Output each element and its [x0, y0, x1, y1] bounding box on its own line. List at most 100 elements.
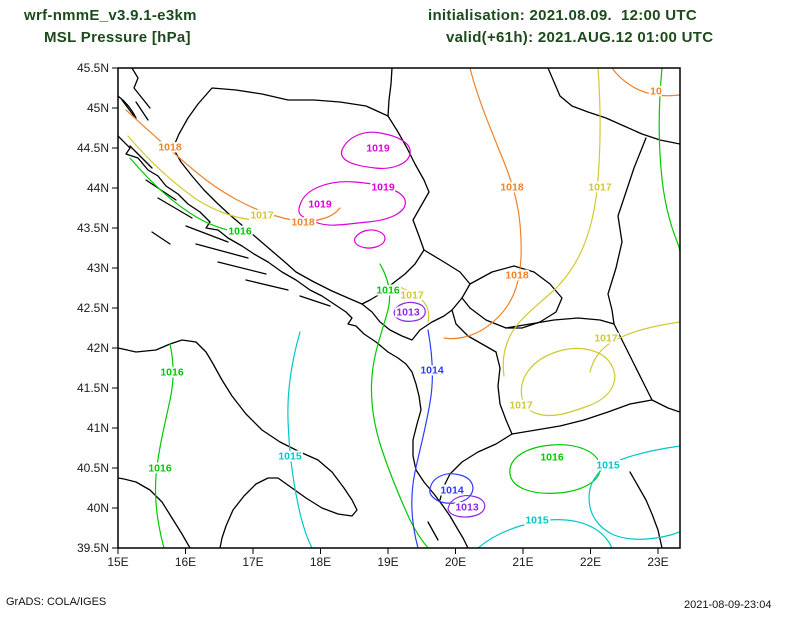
island-hvar [195, 243, 249, 259]
x-tick-label: 19E [377, 555, 398, 569]
contour-label-1017: 1017 [509, 400, 533, 412]
x-tick-label: 18E [310, 555, 331, 569]
border-kosovo-east [461, 265, 563, 329]
x-axis-longitude: 15E 16E 17E 18E 19E 20E 21E 22E 23E [107, 548, 669, 569]
coastline-kvarner [118, 95, 137, 119]
border-bosnia-north-west [172, 87, 389, 305]
contour-label-1015: 1015 [596, 460, 620, 472]
border-bosnia-east [361, 115, 430, 305]
isobar-1016 [129, 157, 247, 233]
y-tick-label: 42N [87, 341, 109, 355]
x-tick-label: 23E [647, 555, 668, 569]
contour-label-1014: 1014 [420, 365, 444, 377]
island-vis [151, 231, 171, 245]
y-tick-label: 41N [87, 421, 109, 435]
contour-label-1015: 1015 [278, 451, 302, 463]
coastline-italy-adriatic [118, 339, 358, 548]
y-tick-label: 41.5N [77, 381, 109, 395]
field-title: MSL Pressure [hPa] [44, 29, 191, 46]
isobar-1015 [588, 445, 680, 540]
contour-label-1016: 1016 [228, 226, 252, 238]
island-kornati [157, 197, 193, 219]
contour-label-1014: 1014 [440, 485, 464, 497]
border-montenegro-albania [361, 303, 453, 341]
y-tick-label: 39.5N [77, 541, 109, 555]
contour-label-1016: 1016 [540, 452, 564, 464]
contour-labels: 1013 1013 1014 1014 1015 1015 1015 1016 1016 1016… [146, 84, 664, 529]
contour-label-1016: 1016 [160, 367, 184, 379]
y-tick-label: 42.5N [77, 301, 109, 315]
valid-time-label: valid(+61h): 2021.AUG.12 01:00 UTC [446, 29, 714, 46]
coastline-italy-tyrrhenian [118, 477, 191, 548]
x-tick-label: 17E [242, 555, 263, 569]
coastline-dalmatia-albania [118, 135, 469, 548]
isobar-1014 [429, 473, 474, 504]
isobar-contours [125, 68, 680, 548]
isobar-1017 [127, 135, 275, 221]
y-tick-label: 44.5N [77, 141, 109, 155]
contour-label-1013: 1013 [455, 502, 479, 514]
island-krk [135, 101, 149, 121]
coastline-istria-bit [131, 68, 151, 109]
y-tick-label: 43N [87, 261, 109, 275]
isobar-1017 [589, 321, 680, 373]
isobar-1017 [520, 347, 616, 417]
y-tick-label: 40.5N [77, 461, 109, 475]
isobar-1013 [393, 301, 426, 322]
isobar-1019 [354, 229, 386, 249]
contour-label-1013: 1013 [396, 307, 420, 319]
x-tick-label: 16E [175, 555, 196, 569]
contour-label-1018: 1018 [291, 217, 315, 229]
island-brac [185, 225, 229, 243]
isobar-1017 [502, 68, 601, 377]
isobar-1015 [287, 331, 313, 548]
border-serbia-montenegro-kosovo [423, 249, 497, 353]
isobar-1018 [611, 68, 680, 97]
border-macedonia-north [505, 317, 615, 329]
creation-timestamp: 2021-08-09-23:04 [684, 599, 772, 611]
island-pag [129, 145, 153, 169]
y-tick-label: 43.5N [77, 221, 109, 235]
contour-label-partial: 10 [650, 86, 662, 98]
island-corfu [427, 521, 439, 541]
y-tick-label: 45N [87, 101, 109, 115]
contour-label-1017: 1017 [588, 182, 612, 194]
contour-label-1019: 1019 [308, 199, 332, 211]
y-tick-label: 45.5N [77, 61, 109, 75]
isobar-1018 [125, 109, 341, 222]
contour-label-1019: 1019 [371, 182, 395, 194]
isobar-1015 [477, 519, 613, 548]
border-albania-greece [439, 433, 513, 501]
contour-label-1017: 1017 [250, 210, 274, 222]
border-albania-east [495, 351, 513, 435]
isobar-1016 [658, 68, 680, 253]
x-tick-label: 21E [512, 555, 533, 569]
isobar-1017 [397, 285, 430, 323]
contour-label-1016: 1016 [376, 285, 400, 297]
y-tick-label: 40N [87, 501, 109, 515]
isobar-1019 [340, 131, 411, 169]
init-time-label: initialisation: 2021.08.09. 12:00 UTC [428, 7, 698, 24]
grads-credit: GrADS: COLA/IGES [6, 596, 107, 608]
island-mljet [245, 279, 289, 291]
contour-label-1018: 1018 [505, 270, 529, 282]
border-croatia-serbia [387, 68, 393, 117]
contour-label-1017: 1017 [594, 333, 618, 345]
border-macedonia-greece [511, 399, 653, 435]
contour-label-1018: 1018 [158, 142, 182, 154]
coastlines-and-borders [118, 68, 680, 548]
isobar-1016 [154, 343, 174, 548]
x-tick-label: 15E [107, 555, 128, 569]
isobar-1016 [509, 444, 601, 494]
isobar-1014 [411, 329, 434, 548]
x-tick-label: 20E [445, 555, 466, 569]
coastline-thermaic-gulf [629, 471, 663, 548]
contour-label-1019: 1019 [366, 143, 390, 155]
border-serbia-bulgaria [607, 137, 647, 325]
island-korcula [217, 261, 267, 275]
isobar-1013 [447, 495, 486, 518]
contour-label-1015: 1015 [525, 515, 549, 527]
contour-label-1018: 1018 [500, 182, 524, 194]
